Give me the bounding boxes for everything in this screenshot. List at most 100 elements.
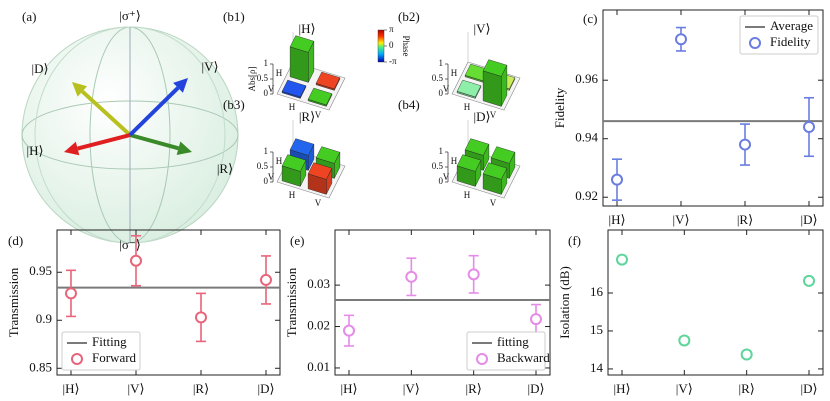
arrow-shaft — [77, 133, 131, 151]
plot-title: |R⟩ — [299, 109, 315, 124]
arrow-head — [72, 82, 88, 97]
row-label: V — [268, 84, 275, 94]
x-tick-label: |D⟩ — [257, 381, 274, 396]
bar-top — [281, 154, 307, 172]
row-label: H — [451, 68, 458, 78]
y-tick-label: 14 — [590, 360, 604, 375]
y-axis-label: Transmission — [6, 267, 21, 337]
plot-frame — [56, 229, 281, 376]
bar-face — [482, 70, 502, 107]
y-tick-label: 0.95 — [29, 263, 52, 278]
legend-marker — [71, 353, 83, 365]
z-tick-label: 0.5 — [432, 73, 444, 83]
bloch-sphere: (a) |σ⁺⟩ |D⟩ |V⟩ |H⟩ |R⟩ |σ⁻⟩ — [21, 8, 239, 252]
bar-top — [315, 146, 341, 164]
z-tick-label: 0 — [439, 88, 444, 98]
x-tick-label: |R⟩ — [465, 381, 481, 396]
x-tick-label: |H⟩ — [613, 381, 630, 396]
data-point — [616, 253, 628, 266]
colorbar-tick-label: 0 — [389, 40, 394, 50]
legend-marker — [749, 37, 761, 49]
bar-3d — [482, 162, 508, 195]
panel-label: (f) — [568, 233, 581, 248]
data-point — [678, 334, 691, 347]
y-axis-label: Transmission — [284, 267, 299, 337]
y-tick-label: 0.92 — [575, 188, 598, 203]
panel-label: (c) — [583, 11, 597, 26]
state-label: |V⟩ — [201, 59, 218, 74]
z-tick-label: 0.5 — [432, 161, 444, 171]
y-axis-label: Isolation (dB) — [557, 266, 572, 339]
legend-label: Average — [770, 18, 813, 33]
y-tick-label: 16 — [590, 284, 604, 299]
bar-3d — [456, 79, 482, 99]
state-label: |D⟩ — [31, 61, 48, 76]
bar-top — [307, 162, 333, 180]
data-point — [803, 121, 815, 134]
arrow-shaft — [80, 89, 132, 137]
state-label: |R⟩ — [217, 161, 233, 176]
row-label: H — [276, 68, 283, 78]
data-point — [675, 33, 687, 46]
x-tick-label: |H⟩ — [608, 212, 625, 227]
row-label: H — [451, 156, 458, 166]
col-label: H — [289, 102, 296, 112]
bar-face — [289, 46, 309, 83]
bar-top — [456, 79, 482, 98]
bar-top — [289, 138, 315, 156]
x-tick-label: |H⟩ — [62, 381, 79, 396]
data-point — [611, 173, 623, 186]
data-point — [260, 273, 272, 286]
x-tick-label: |R⟩ — [193, 381, 209, 396]
bar-top — [281, 79, 307, 98]
data-point — [195, 311, 207, 324]
col-label: H — [289, 190, 296, 200]
legend-marker — [476, 353, 488, 365]
bar-top — [464, 138, 490, 156]
data-point — [740, 348, 753, 361]
z-tick-label: 1 — [439, 146, 444, 156]
data-point — [803, 274, 815, 287]
legend-label: Forward — [92, 350, 137, 365]
bar-3d — [482, 59, 508, 107]
y-axis-label: Fidelity — [552, 87, 567, 128]
x-tick-label: |R⟩ — [738, 381, 754, 396]
y-tick-label: 0.02 — [307, 318, 330, 333]
legend-label: Backward — [497, 350, 550, 365]
legend-label: Fidelity — [770, 34, 811, 49]
col-label: V — [315, 198, 322, 208]
bar-top — [482, 162, 508, 180]
x-tick-label: |V⟩ — [676, 381, 693, 396]
col-label: H — [464, 190, 471, 200]
plot-frame — [602, 9, 824, 207]
y-tick-label: 0.01 — [307, 359, 330, 374]
z-tick-label: 1 — [439, 58, 444, 68]
x-tick-label: |D⟩ — [800, 381, 817, 396]
panel-label: (b3) — [223, 97, 245, 112]
state-label: |σ⁺⟩ — [119, 8, 141, 23]
bar-top — [307, 87, 333, 106]
arrow-shaft — [129, 133, 180, 151]
col-label: V — [490, 110, 497, 120]
colorbar — [377, 29, 385, 63]
y-tick-label: 15 — [590, 322, 603, 337]
col-label: H — [464, 102, 471, 112]
row-label: V — [268, 172, 275, 182]
panel-label: (e) — [290, 233, 304, 248]
bar-3d — [289, 35, 315, 83]
state-label: |H⟩ — [26, 143, 43, 158]
data-point — [739, 138, 751, 151]
y-tick-label: 0.96 — [575, 71, 598, 86]
bar-top — [315, 71, 341, 90]
data-point — [65, 287, 77, 300]
panel-label: (d) — [8, 233, 23, 248]
panel-label: (a) — [22, 9, 36, 24]
arrow-head — [176, 141, 192, 156]
plot-frame — [334, 229, 551, 376]
bar-3d — [281, 79, 307, 99]
col-label: V — [490, 198, 497, 208]
bar-3d — [307, 162, 333, 195]
x-tick-label: |R⟩ — [737, 212, 753, 227]
z-tick-label: 1 — [264, 58, 269, 68]
y-tick-label: 0.94 — [575, 130, 598, 145]
